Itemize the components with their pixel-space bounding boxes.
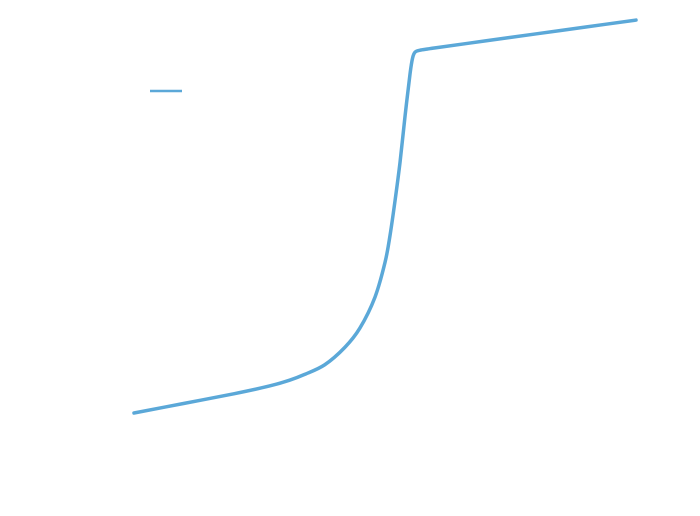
series-line-0 — [132, 18, 638, 415]
plot-area — [132, 18, 638, 415]
